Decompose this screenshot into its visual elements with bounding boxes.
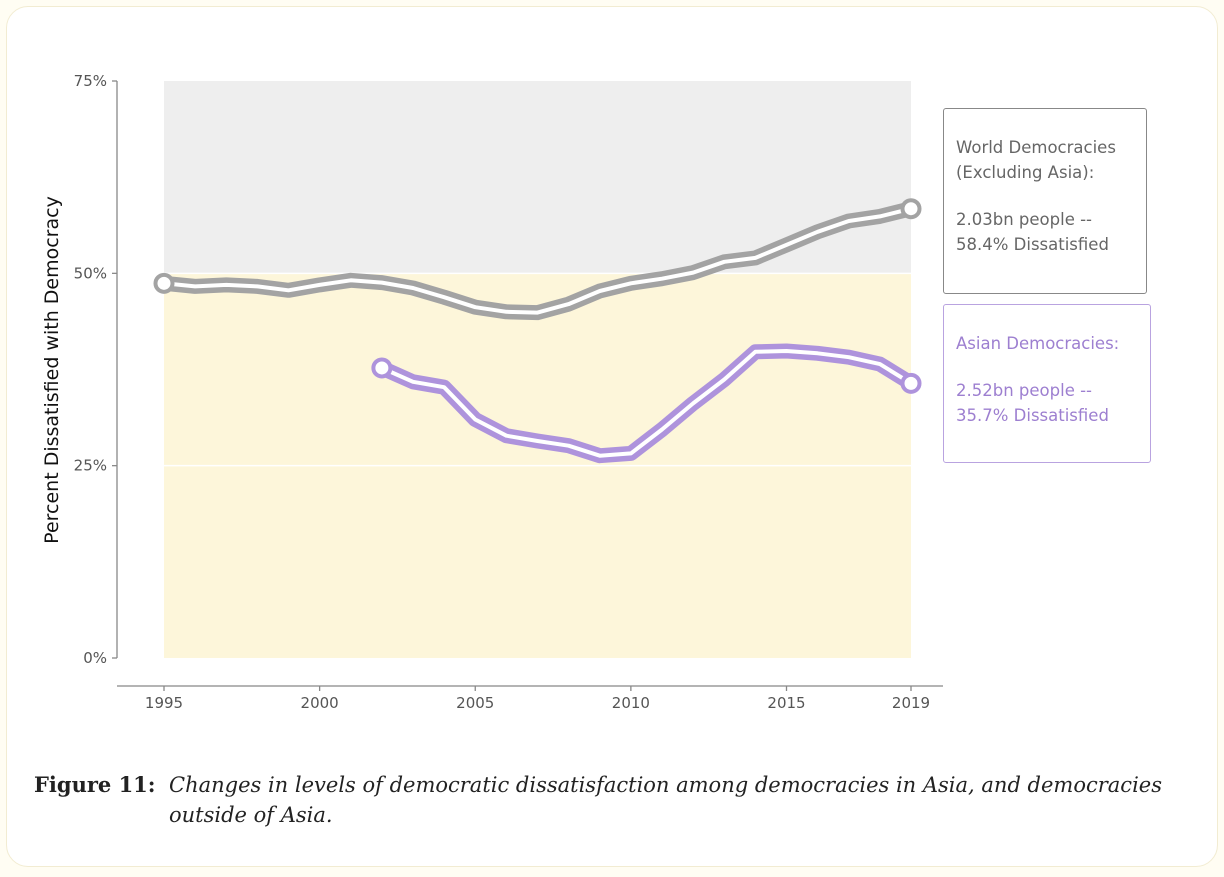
legend-asia: Asian Democracies: 2.52bn people -- 35.7… — [943, 304, 1151, 463]
y-axis-title: Percent Dissatisfied with Democracy — [41, 196, 63, 544]
figure-caption: Figure 11: Changes in levels of democrat… — [34, 770, 1204, 827]
legend-world-title-line2: (Excluding Asia): — [956, 163, 1095, 182]
x-tick-label: 2015 — [767, 694, 805, 712]
legend-world-stat-line1: 2.03bn people -- — [956, 210, 1092, 229]
y-tick-label: 50% — [74, 264, 107, 282]
x-tick-label: 2000 — [301, 694, 339, 712]
legend-asia-stat-line2: 35.7% Dissatisfied — [956, 406, 1109, 425]
background-bands — [164, 81, 911, 658]
figure-caption-text: Changes in levels of democratic dissatis… — [169, 773, 1162, 827]
asia-end-point — [900, 372, 922, 394]
x-tick-label: 2005 — [456, 694, 494, 712]
world-end-point — [900, 198, 922, 220]
x-tick-label: 2010 — [612, 694, 650, 712]
world-series-core — [162, 206, 913, 315]
legend-asia-title-line1: Asian Democracies: — [956, 334, 1120, 353]
y-tick-label: 25% — [74, 457, 107, 475]
y-tick-label: 0% — [83, 649, 107, 667]
legend-world: World Democracies (Excluding Asia): 2.03… — [943, 108, 1147, 294]
series-lines — [153, 198, 922, 464]
figure-label: Figure 11: — [34, 772, 156, 797]
dissatisfaction-line-chart: 0% 25% 50% 75% 1995 2000 2005 2010 2015 2019 Perc… — [41, 72, 943, 712]
y-tick-label: 75% — [74, 72, 107, 90]
gridlines — [164, 272, 911, 467]
world-start-point — [153, 272, 175, 294]
legend-world-title-line1: World Democracies — [956, 138, 1116, 157]
axes: 0% 25% 50% 75% 1995 2000 2005 2010 2015 2019 — [74, 72, 943, 712]
x-tick-label: 1995 — [145, 694, 183, 712]
asia-start-point — [371, 357, 393, 379]
legend-asia-stat-line1: 2.52bn people -- — [956, 381, 1092, 400]
x-tick-label: 2019 — [892, 694, 930, 712]
legend-world-stat-line2: 58.4% Dissatisfied — [956, 235, 1109, 254]
asia-series-core — [379, 349, 913, 458]
